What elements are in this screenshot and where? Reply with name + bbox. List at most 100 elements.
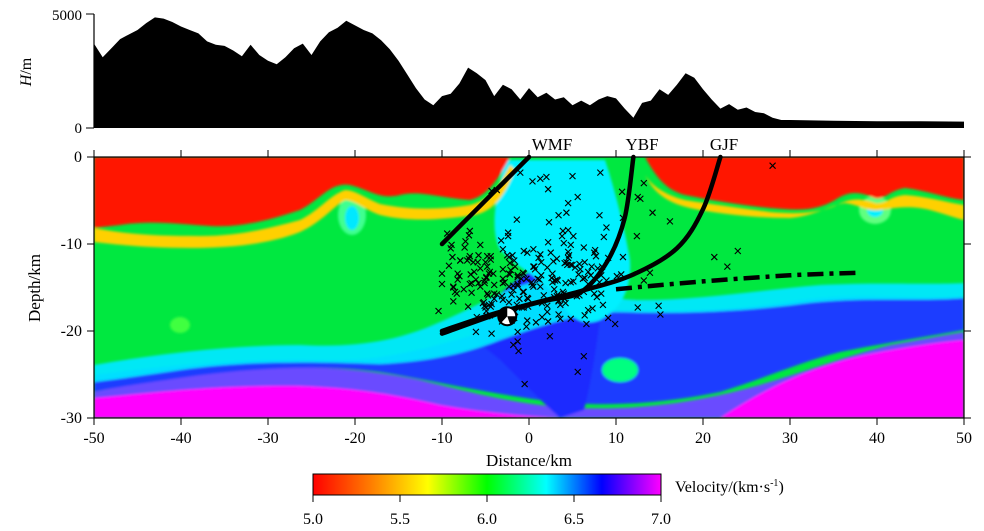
- earthquake-event-marker: [464, 303, 472, 311]
- earthquake-event-marker: [476, 241, 484, 249]
- earthquake-event-marker: [574, 368, 582, 376]
- earthquake-event-marker: [556, 315, 564, 323]
- topography-panel: 5000 0 H/m: [18, 8, 964, 137]
- earthquake-event-marker: [475, 251, 482, 259]
- earthquake-event-marker: [490, 281, 498, 289]
- earthquake-event-marker: [556, 301, 564, 309]
- fault-label-gjf: GJF: [710, 135, 738, 154]
- velocity-x-axis: -50 -40 -30 -20 -10 0 10 20 30 40 50: [83, 150, 972, 447]
- earthquake-event-marker: [536, 283, 544, 291]
- earthquake-event-marker: [576, 265, 584, 273]
- earthquake-event-marker: [611, 320, 619, 328]
- earthquake-event-marker: [587, 271, 595, 279]
- colorbar-label-main: Velocity/(km·s: [675, 479, 770, 496]
- earthquake-event-marker: [600, 233, 608, 241]
- colorbar-tick-label: 6.5: [564, 511, 584, 528]
- earthquake-event-marker: [723, 263, 731, 271]
- earthquake-event-marker: [506, 271, 514, 278]
- earthquake-event-marker: [633, 232, 641, 240]
- earthquake-event-marker: [493, 291, 501, 298]
- earthquake-event-marker: [435, 307, 442, 315]
- earthquake-event-marker: [555, 211, 562, 219]
- velocity-field: [94, 157, 964, 418]
- velocity-patch-5: [602, 358, 638, 382]
- earthquake-event-marker: [563, 209, 570, 217]
- earthquake-event-marker: [519, 288, 527, 296]
- ytick-label: -20: [61, 323, 82, 340]
- xtick-label: 10: [608, 430, 624, 447]
- earthquake-event-marker: [482, 304, 489, 311]
- earthquake-event-marker: [453, 290, 461, 297]
- earthquake-event-marker: [604, 314, 612, 322]
- earthquake-event-marker: [514, 328, 522, 336]
- earthquake-event-marker: [564, 199, 572, 207]
- earthquake-event-marker: [550, 285, 558, 293]
- earthquake-event-marker: [476, 283, 484, 291]
- earthquake-event-marker: [466, 252, 474, 260]
- velocity-patch-6: [170, 317, 190, 333]
- earthquake-event-marker: [569, 172, 576, 180]
- earthquake-event-marker: [509, 282, 517, 290]
- earthquake-event-marker: [480, 298, 488, 306]
- fault-trace-dashdot: [615, 270, 860, 292]
- xtick-label: 40: [869, 430, 885, 447]
- earthquake-event-marker: [447, 244, 455, 252]
- earthquake-event-marker: [567, 315, 575, 323]
- earthquake-event-marker: [734, 247, 742, 255]
- earthquake-event-marker: [510, 257, 518, 264]
- velocity-y-axis: 0 -10 -20 -30: [61, 149, 971, 427]
- topography-ylabel-unit: /m: [18, 57, 35, 74]
- colorbar-label-end: ): [778, 479, 783, 496]
- earthquake-event-marker: [523, 323, 530, 331]
- earthquake-event-marker: [449, 253, 456, 261]
- earthquake-event-marker: [640, 179, 648, 187]
- earthquake-event-marker: [509, 251, 516, 259]
- earthquake-event-marker: [515, 347, 522, 355]
- earthquake-event-marker: [596, 169, 604, 177]
- earthquake-event-marker: [484, 291, 492, 299]
- earthquake-event-marker: [468, 279, 475, 287]
- earthquake-event-marker: [528, 278, 535, 286]
- fault-label-wmf: WMF: [532, 135, 573, 154]
- earthquake-event-marker: [468, 289, 475, 297]
- earthquake-event-marker: [523, 249, 531, 257]
- colorbar-tick-label: 7.0: [651, 511, 671, 528]
- earthquake-event-marker: [559, 227, 567, 235]
- earthquake-event-marker: [472, 328, 480, 336]
- earthquake-event-marker: [483, 290, 491, 297]
- earthquake-event-marker: [438, 270, 446, 277]
- earthquake-event-marker: [558, 232, 566, 240]
- earthquake-event-marker: [461, 244, 469, 251]
- earthquake-event-marker: [588, 263, 596, 271]
- velocity-magenta-right: [720, 340, 964, 418]
- topography-ytick-label-0: 0: [75, 121, 83, 137]
- earthquake-event-marker: [543, 302, 551, 310]
- earthquake-event-marker: [454, 276, 462, 284]
- earthquake-event-marker: [462, 238, 469, 245]
- earthquake-event-marker: [571, 264, 579, 271]
- earthquake-event-marker: [535, 254, 542, 262]
- earthquake-event-marker: [514, 273, 522, 281]
- velocity-patch-2: [345, 206, 359, 230]
- xtick-label: -10: [431, 430, 452, 447]
- earthquake-event-marker: [467, 271, 475, 278]
- topography-ytick-label-5000: 5000: [52, 8, 82, 24]
- colorbar-ticks: 5.0 5.5 6.0 6.5 7.0: [303, 495, 671, 528]
- earthquake-event-marker: [544, 238, 552, 246]
- earthquake-event-marker: [485, 270, 493, 277]
- earthquake-event-marker: [449, 284, 457, 291]
- earthquake-event-marker: [506, 259, 514, 267]
- earthquake-event-marker: [580, 244, 588, 251]
- topography-area: [94, 17, 964, 128]
- mainshock-beachball-fill: [498, 307, 517, 325]
- xtick-label: 30: [782, 430, 798, 447]
- earthquake-event-marker: [584, 268, 592, 276]
- earthquake-event-marker: [543, 264, 551, 271]
- earthquake-event-marker: [499, 245, 507, 253]
- earthquake-event-marker: [634, 304, 642, 311]
- earthquake-event-marker: [487, 303, 495, 311]
- earthquake-event-marker: [509, 341, 517, 349]
- velocity-yellow-left: [94, 165, 515, 248]
- earthquake-event-marker: [516, 295, 523, 303]
